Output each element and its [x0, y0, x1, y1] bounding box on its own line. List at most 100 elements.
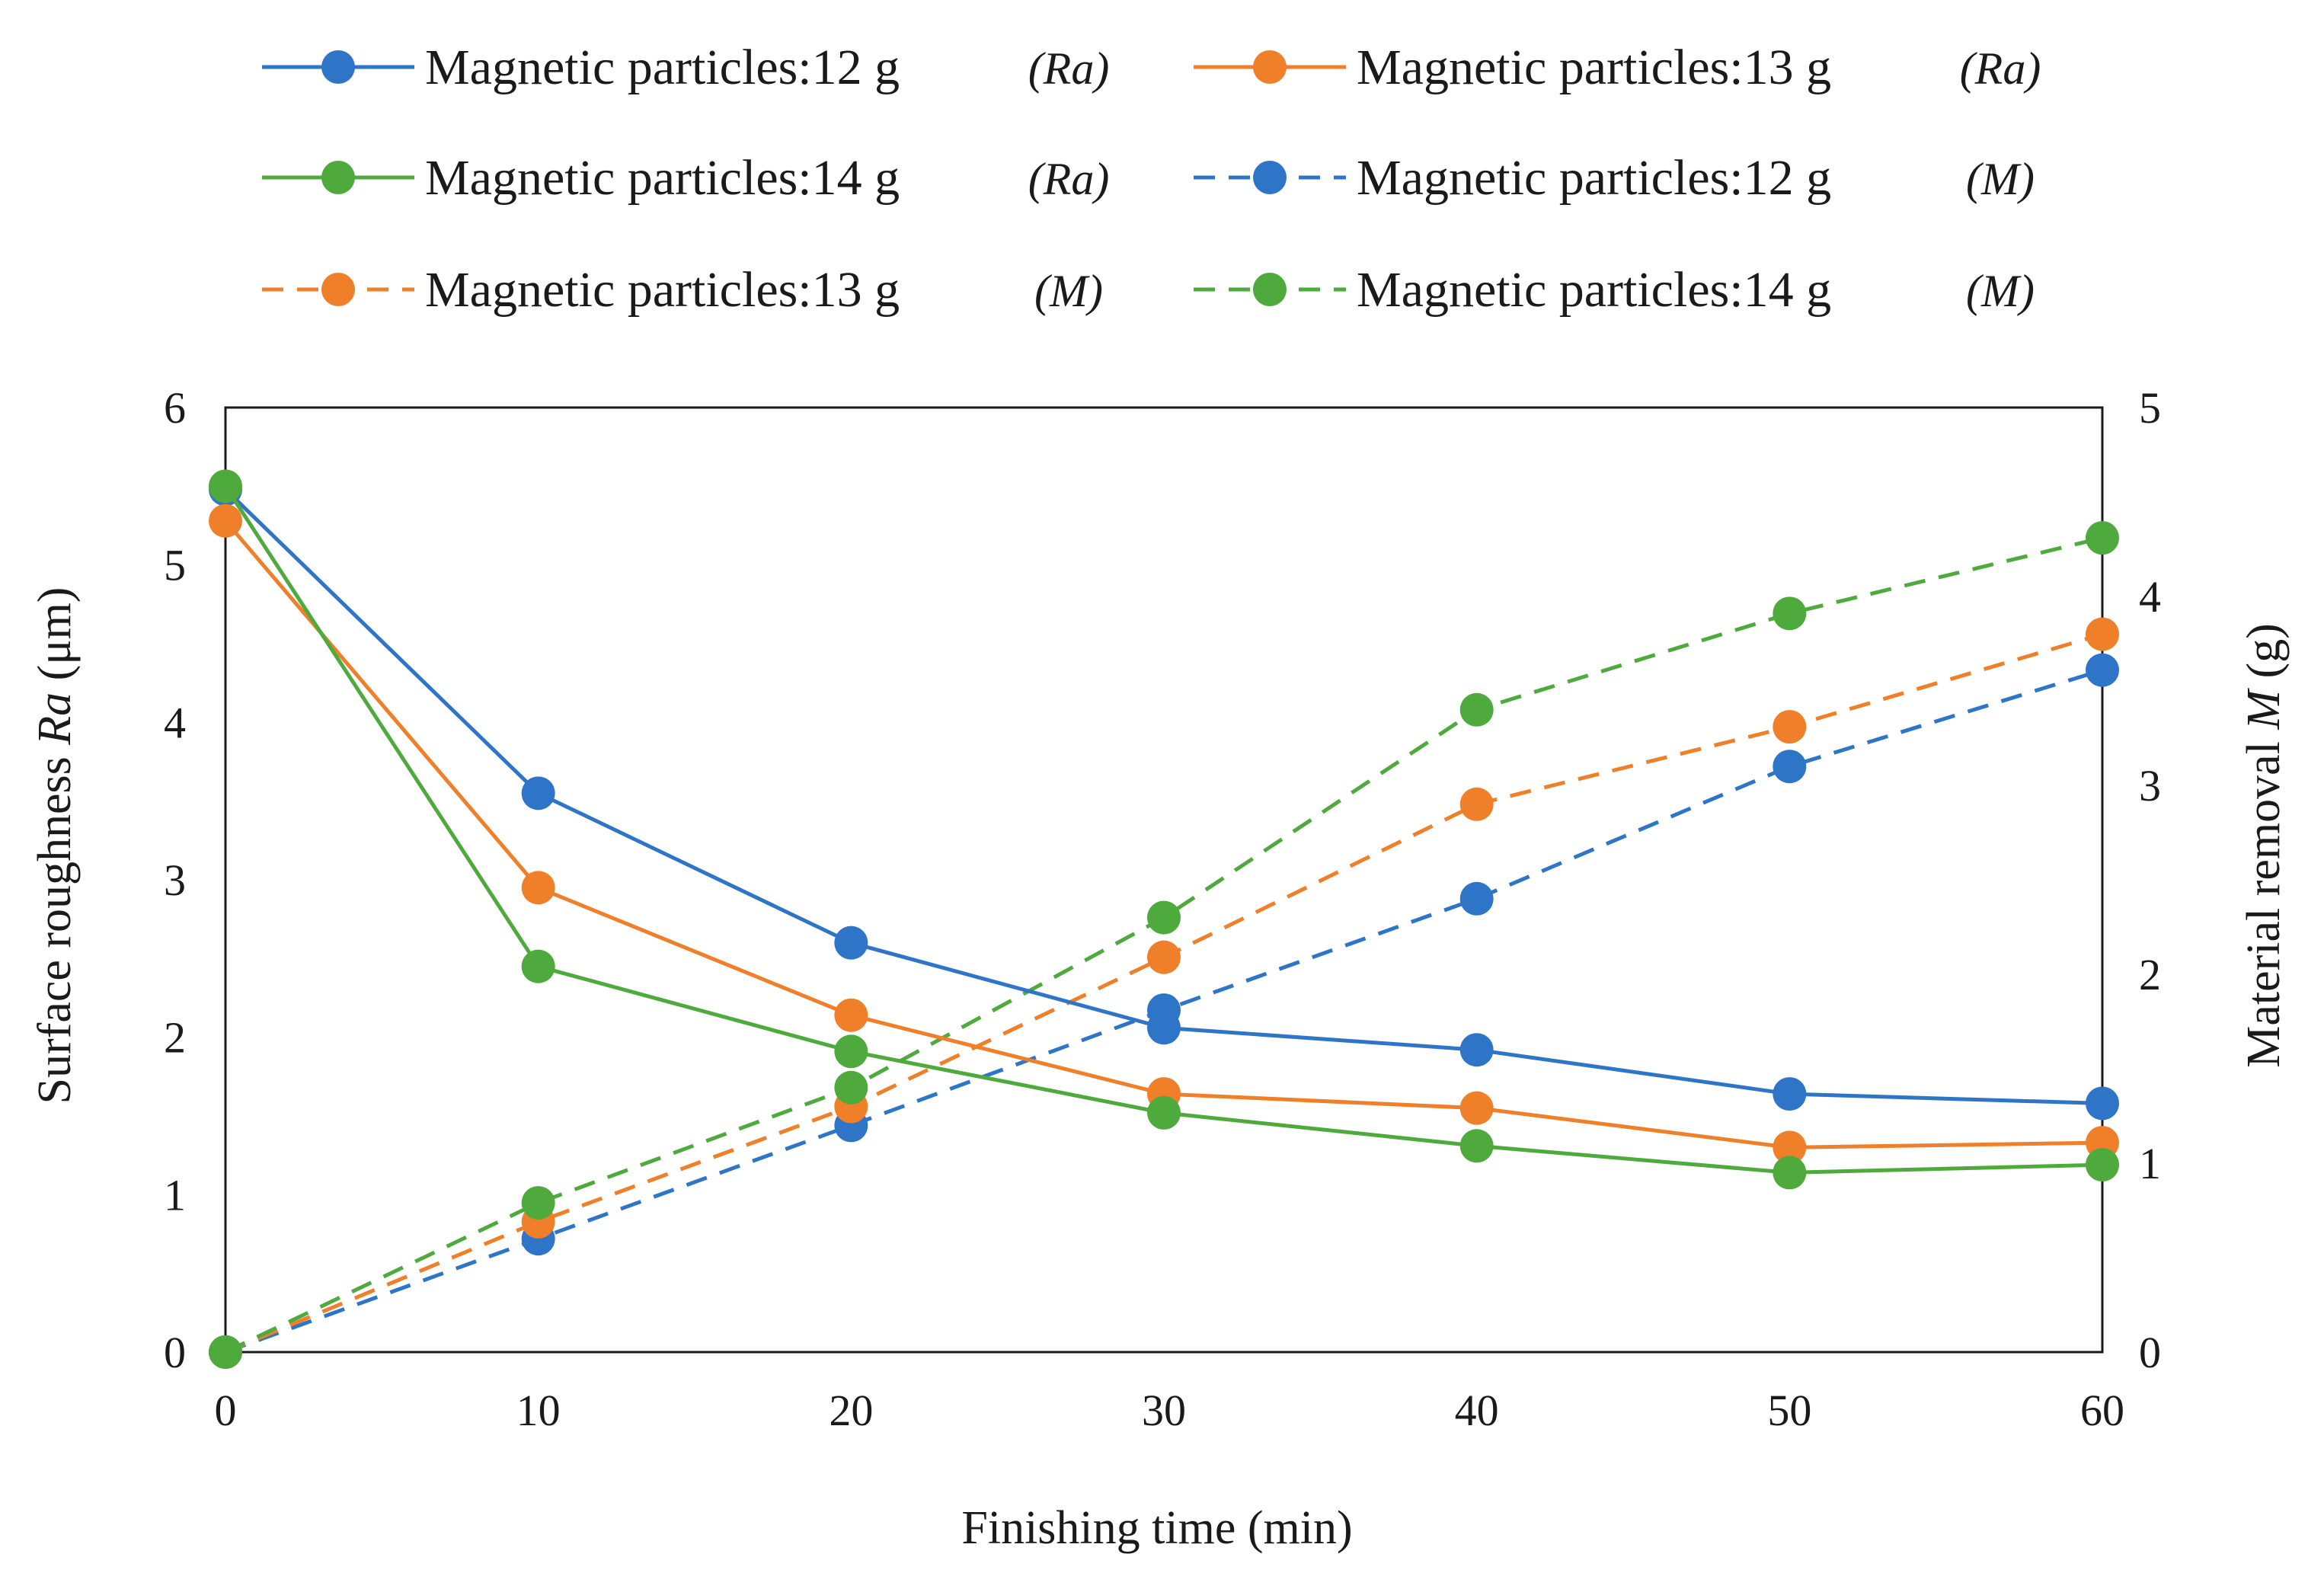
- plot-frame: [224, 406, 2104, 1354]
- series-line: [225, 632, 2103, 1354]
- data-point: [521, 871, 555, 905]
- legend-swatch-marker: [1253, 161, 1287, 194]
- legend-item: Magnetic particles:14 g (Ra): [262, 150, 1109, 206]
- legend-item: Magnetic particles:12 g (M): [1194, 150, 2035, 206]
- data-point: [521, 776, 555, 810]
- y-axis-left-title: Surface roughness Ra (μm): [29, 587, 81, 1105]
- x-axis: 0 10 20 30 40 50 60: [215, 1386, 2125, 1435]
- x-tick-label: 50: [1767, 1386, 1811, 1435]
- x-tick-label: 40: [1455, 1386, 1499, 1435]
- data-point: [209, 1335, 242, 1369]
- data-point: [2086, 617, 2119, 651]
- data-point: [834, 926, 868, 960]
- data-point: [1773, 750, 1807, 784]
- x-tick-label: 60: [2080, 1386, 2124, 1435]
- legend-tag: (M): [1966, 266, 2035, 316]
- legend-label: Magnetic particles:12 g: [1357, 150, 1831, 206]
- data-point: [521, 949, 555, 983]
- legend-item: Magnetic particles:13 g (M): [262, 262, 1103, 318]
- legend-label: Magnetic particles:13 g: [425, 262, 900, 318]
- legend-item: Magnetic particles:13 g (Ra): [1194, 40, 2041, 95]
- y-axis-right: 0 1 2 3 4 5: [2139, 383, 2161, 1377]
- series-line: [223, 484, 2103, 1175]
- legend-swatch-marker: [1253, 50, 1287, 84]
- data-point: [1459, 787, 1494, 821]
- series-3: [209, 469, 2119, 1190]
- y-axis-left-title-symbol: Ra: [29, 692, 81, 746]
- series-1: [209, 472, 2119, 1121]
- data-point: [1459, 692, 1494, 727]
- data-point: [834, 998, 868, 1032]
- data-point: [2086, 521, 2119, 555]
- data-point: [1459, 881, 1494, 916]
- legend-item: Magnetic particles:14 g (M): [1194, 262, 2035, 318]
- legend-tag: (Ra): [1960, 43, 2041, 94]
- data-point: [1147, 940, 1181, 974]
- data-point: [834, 1070, 868, 1105]
- series-layer: [209, 469, 2119, 1369]
- y-right-tick-label: 3: [2139, 761, 2161, 810]
- data-point: [1773, 710, 1807, 744]
- series-line: [224, 520, 2103, 1149]
- legend: Magnetic particles:12 g (Ra) Magnetic part…: [262, 40, 2041, 318]
- legend-tag: (Ra): [1028, 154, 1110, 204]
- x-tick-label: 30: [1142, 1386, 1186, 1435]
- y-axis-right-title-unit: (g): [2238, 623, 2290, 690]
- data-point: [1773, 596, 1807, 631]
- y-right-tick-label: 5: [2139, 383, 2161, 433]
- series-6: [209, 521, 2119, 1369]
- legend-swatch-marker: [321, 50, 355, 84]
- y-right-tick-label: 1: [2139, 1139, 2161, 1188]
- data-point: [521, 1186, 555, 1220]
- data-point: [2086, 1148, 2119, 1182]
- series-2: [209, 504, 2119, 1165]
- x-axis-title: Finishing time (min): [961, 1502, 1352, 1554]
- legend-swatch-marker: [321, 273, 355, 306]
- y-right-tick-label: 2: [2139, 950, 2161, 999]
- data-point: [209, 469, 242, 504]
- plot-border: [224, 406, 2104, 1354]
- y-axis-left: 0 1 2 3 4 5 6: [164, 383, 186, 1377]
- data-point: [1147, 1011, 1181, 1045]
- y-axis-right-title-symbol: M: [2238, 688, 2290, 731]
- data-point: [1773, 1156, 1807, 1190]
- data-point: [834, 1034, 868, 1069]
- legend-label: Magnetic particles:12 g: [425, 40, 900, 95]
- legend-tag: (Ra): [1028, 43, 1110, 94]
- data-point: [1773, 1130, 1807, 1165]
- y-left-tick-label: 5: [164, 541, 186, 590]
- y-left-tick-label: 1: [164, 1170, 186, 1220]
- y-axis-right-title: Material removal M (g): [2238, 623, 2290, 1068]
- y-axis-left-title-prefix: Surface roughness: [29, 745, 81, 1105]
- data-point: [1459, 1091, 1494, 1125]
- legend-label: Magnetic particles:14 g: [1357, 262, 1831, 318]
- data-point: [2086, 653, 2119, 687]
- data-point: [1459, 1129, 1494, 1163]
- legend-tag: (M): [1034, 266, 1103, 316]
- y-axis-right-title-prefix: Material removal: [2238, 730, 2290, 1068]
- legend-label: Magnetic particles:13 g: [1357, 40, 1831, 95]
- legend-item: Magnetic particles:12 g (Ra): [262, 40, 1109, 95]
- y-right-tick-label: 0: [2139, 1328, 2161, 1377]
- data-point: [209, 504, 242, 538]
- data-point: [1459, 1033, 1494, 1067]
- y-left-tick-label: 0: [164, 1328, 186, 1377]
- legend-label: Magnetic particles:14 g: [425, 150, 900, 206]
- data-point: [1147, 1095, 1181, 1130]
- y-right-tick-label: 4: [2139, 572, 2161, 622]
- y-left-tick-label: 3: [164, 855, 186, 905]
- legend-swatch-marker: [1253, 273, 1287, 306]
- legend-tag: (M): [1966, 154, 2035, 204]
- x-tick-label: 0: [215, 1386, 237, 1435]
- y-left-tick-label: 6: [164, 383, 186, 433]
- y-left-tick-label: 4: [164, 698, 186, 747]
- legend-swatch-marker: [321, 161, 355, 194]
- x-tick-label: 20: [829, 1386, 873, 1435]
- y-left-tick-label: 2: [164, 1013, 186, 1063]
- data-point: [1773, 1077, 1807, 1111]
- data-point: [2086, 1086, 2119, 1121]
- data-point: [1147, 900, 1181, 935]
- y-axis-left-title-unit: (μm): [29, 587, 81, 692]
- x-tick-label: 10: [516, 1386, 561, 1435]
